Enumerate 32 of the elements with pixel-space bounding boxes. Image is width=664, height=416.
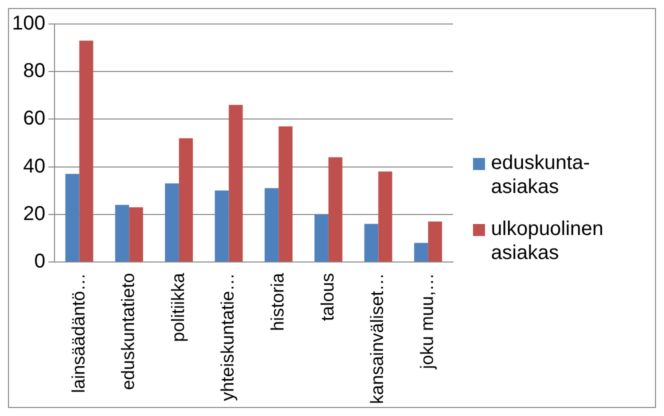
y-tick-label: 20: [23, 202, 46, 225]
x-tick-label: yhteiskuntatie…: [218, 272, 238, 402]
bar: [228, 104, 243, 262]
y-tick-label: 0: [34, 250, 46, 272]
y-tick-label: 60: [23, 108, 46, 130]
legend-label: ulkopuolinen asiakas: [491, 217, 604, 265]
bar: [314, 214, 328, 262]
bar: [278, 126, 293, 262]
x-tick-label: kansainväliset…: [367, 272, 388, 404]
bar: [65, 174, 80, 262]
x-tick-label: eduskuntatieto: [118, 272, 138, 390]
bar: [414, 242, 428, 262]
x-tick-label: lainsäädäntö…: [68, 272, 88, 394]
bar: [129, 207, 144, 262]
legend-label: eduskunta-asiakas: [491, 151, 591, 199]
bar: [428, 221, 442, 262]
x-tick-label: historia: [268, 272, 288, 331]
x-tick-label: talous: [317, 272, 338, 321]
bar: [115, 204, 130, 262]
bar: [364, 224, 378, 262]
bar: [264, 188, 279, 262]
bar: [328, 157, 342, 262]
bar: [164, 183, 179, 262]
y-tick-label: 80: [23, 60, 46, 82]
bar: [378, 172, 392, 262]
y-tick-label: 100: [12, 12, 46, 35]
y-tick-label: 40: [23, 155, 46, 178]
bar: [214, 190, 229, 262]
bar: [79, 40, 94, 262]
x-tick-label: politiikka: [168, 272, 188, 342]
x-tick-label: joku muu,…: [417, 272, 438, 370]
bar: [178, 138, 193, 262]
